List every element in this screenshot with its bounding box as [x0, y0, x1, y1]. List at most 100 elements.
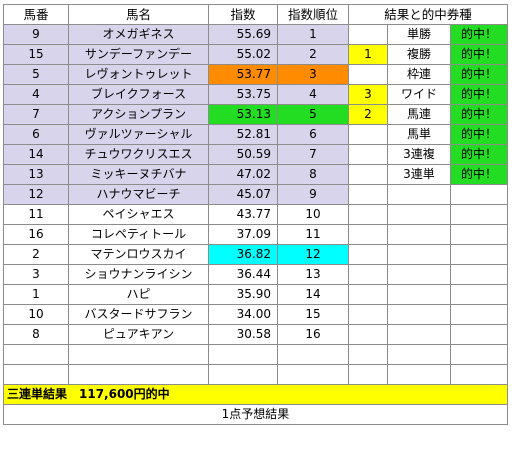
- empty-cell: [387, 224, 451, 245]
- horse-name-cell: ミッキーヌチバナ: [68, 164, 209, 185]
- empty-cell: [387, 204, 451, 225]
- score-cell: 53.77: [208, 64, 278, 85]
- empty-cell: [450, 324, 508, 345]
- score-cell: 30.58: [208, 324, 278, 345]
- finish-place-cell: 1: [348, 44, 388, 65]
- rank-cell: 5: [277, 104, 349, 125]
- blank-row: [3, 364, 508, 385]
- hit-cell: 的中！: [450, 24, 508, 45]
- empty-cell: [387, 244, 451, 265]
- umaban-cell: 5: [3, 64, 69, 85]
- horse-name-cell: サンデーファンデー: [68, 44, 209, 65]
- horse-name-cell: レヴォントゥレット: [68, 64, 209, 85]
- finish-place-cell: 3: [348, 84, 388, 105]
- hit-cell: 的中！: [450, 144, 508, 165]
- horse-name-cell: ペイシャエス: [68, 204, 209, 225]
- score-cell: 55.02: [208, 44, 278, 65]
- umaban-cell: 15: [3, 44, 69, 65]
- hit-cell: 的中！: [450, 44, 508, 65]
- empty-cell: [387, 304, 451, 325]
- horse-name-cell: チュウワクリスエス: [68, 144, 209, 165]
- bet-type-cell: 単勝: [387, 24, 451, 45]
- empty-cell: [348, 284, 388, 305]
- umaban-cell: 10: [3, 304, 69, 325]
- horse-name-cell: ヴァルツァーシャル: [68, 124, 209, 145]
- hit-cell: 的中！: [450, 64, 508, 85]
- score-cell: 47.02: [208, 164, 278, 185]
- empty-cell: [348, 244, 388, 265]
- score-cell: 50.59: [208, 144, 278, 165]
- table-row: 2 マテンロウスカイ 36.82 12: [3, 244, 508, 265]
- score-cell: 35.90: [208, 284, 278, 305]
- sanrentan-result-banner: 三連単結果 117,600円的中: [3, 384, 508, 405]
- empty-cell: [387, 284, 451, 305]
- table-row: 3 ショウナンライシン 36.44 13: [3, 264, 508, 285]
- finish-place-cell: [348, 144, 388, 165]
- finish-place-cell: [348, 24, 388, 45]
- header-shisu-juni: 指数順位: [277, 4, 349, 25]
- rank-cell: 12: [277, 244, 349, 265]
- horse-name-cell: ブレイクフォース: [68, 84, 209, 105]
- table-row: 5 レヴォントゥレット 53.77 3 枠連 的中！: [3, 64, 508, 85]
- umaban-cell: 3: [3, 264, 69, 285]
- finish-place-cell: [348, 124, 388, 145]
- umaban-cell: 8: [3, 324, 69, 345]
- umaban-cell: 2: [3, 244, 69, 265]
- empty-cell: [387, 324, 451, 345]
- umaban-cell: 6: [3, 124, 69, 145]
- horse-name-cell: ハナウマビーチ: [68, 184, 209, 205]
- umaban-cell: 12: [3, 184, 69, 205]
- prediction-result-caption: 1点予想結果: [3, 404, 508, 425]
- score-cell: 53.13: [208, 104, 278, 125]
- header-shisu: 指数: [208, 4, 278, 25]
- rank-cell: 2: [277, 44, 349, 65]
- rank-cell: 10: [277, 204, 349, 225]
- table-row: 9 オメガギネス 55.69 1 単勝 的中！: [3, 24, 508, 45]
- horse-name-cell: ショウナンライシン: [68, 264, 209, 285]
- empty-cell: [450, 264, 508, 285]
- empty-cell: [450, 284, 508, 305]
- empty-cell: [348, 184, 388, 205]
- score-cell: 34.00: [208, 304, 278, 325]
- rank-cell: 11: [277, 224, 349, 245]
- rank-cell: 3: [277, 64, 349, 85]
- horse-name-cell: マテンロウスカイ: [68, 244, 209, 265]
- score-cell: 43.77: [208, 204, 278, 225]
- empty-cell: [348, 264, 388, 285]
- rank-cell: 4: [277, 84, 349, 105]
- horse-name-cell: オメガギネス: [68, 24, 209, 45]
- empty-cell: [450, 204, 508, 225]
- horse-name-cell: ピュアキアン: [68, 324, 209, 345]
- rank-cell: 9: [277, 184, 349, 205]
- bet-type-cell: 3連単: [387, 164, 451, 185]
- rank-cell: 14: [277, 284, 349, 305]
- table-row: 1 ハピ 35.90 14: [3, 284, 508, 305]
- score-cell: 45.07: [208, 184, 278, 205]
- table-row: 7 アクションプラン 53.13 5 2 馬連 的中！: [3, 104, 508, 125]
- rank-cell: 15: [277, 304, 349, 325]
- horse-name-cell: コレペティトール: [68, 224, 209, 245]
- rank-cell: 8: [277, 164, 349, 185]
- umaban-cell: 1: [3, 284, 69, 305]
- umaban-cell: 7: [3, 104, 69, 125]
- table-row: 8 ピュアキアン 30.58 16: [3, 324, 508, 345]
- results-sheet: 馬番 馬名 指数 指数順位 結果と的中券種 9 オメガギネス 55.69 1 単…: [3, 4, 508, 425]
- hit-cell: 的中！: [450, 104, 508, 125]
- caption-row: 1点予想結果: [3, 404, 508, 425]
- table-row: 14 チュウワクリスエス 50.59 7 3連複 的中！: [3, 144, 508, 165]
- rank-cell: 1: [277, 24, 349, 45]
- score-cell: 37.09: [208, 224, 278, 245]
- header-bamei: 馬名: [68, 4, 209, 25]
- blank-row: [3, 344, 508, 365]
- bet-type-cell: 馬連: [387, 104, 451, 125]
- umaban-cell: 16: [3, 224, 69, 245]
- hit-cell: 的中！: [450, 124, 508, 145]
- table-row: 15 サンデーファンデー 55.02 2 1 複勝 的中！: [3, 44, 508, 65]
- empty-cell: [450, 184, 508, 205]
- table-row: 12 ハナウマビーチ 45.07 9: [3, 184, 508, 205]
- horse-name-cell: バスタードサフラン: [68, 304, 209, 325]
- rank-cell: 6: [277, 124, 349, 145]
- prediction-table: 馬番 馬名 指数 指数順位 結果と的中券種 9 オメガギネス 55.69 1 単…: [3, 4, 508, 425]
- bet-type-cell: 枠連: [387, 64, 451, 85]
- rank-cell: 13: [277, 264, 349, 285]
